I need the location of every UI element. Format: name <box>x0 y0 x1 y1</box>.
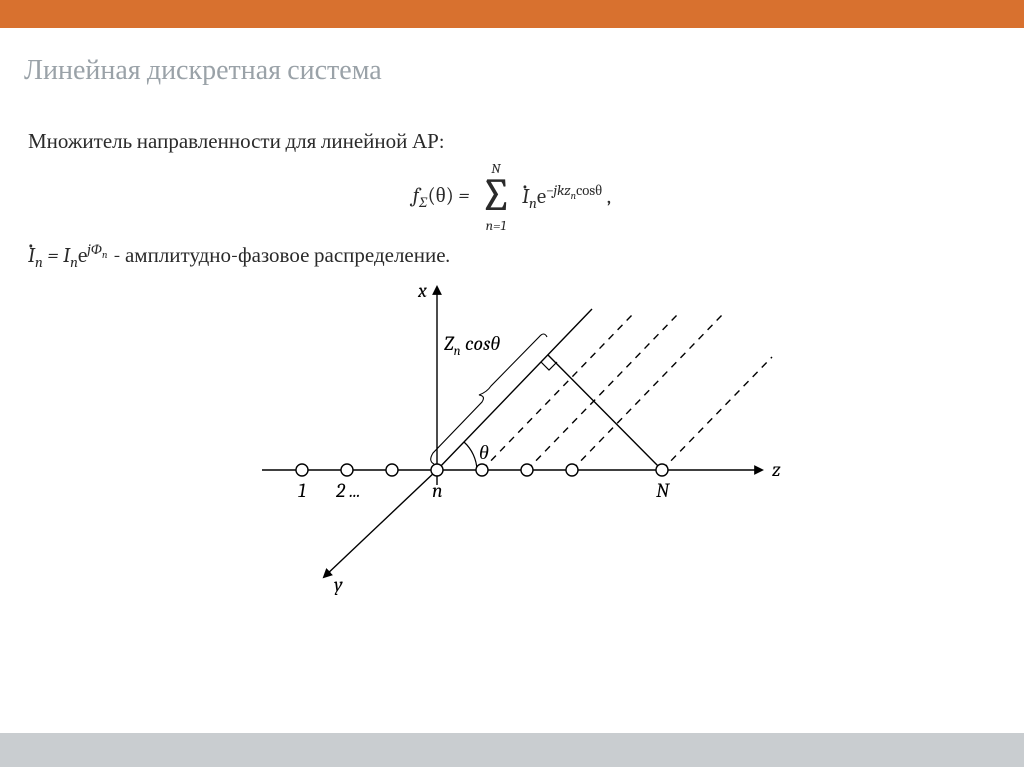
second-formula-line: In = InejΦn - амплитудно-фазовое распред… <box>28 241 996 271</box>
antenna-array-diagram: z x y Zn cosθ <box>232 275 792 595</box>
sum-lower: n=1 <box>486 219 506 233</box>
x-axis-label: x <box>417 279 427 302</box>
label-N: N <box>656 479 671 502</box>
sigma-symbol: ∑ <box>480 178 513 215</box>
header-bar <box>0 0 1024 28</box>
label-n: n <box>432 479 443 502</box>
diagram-container: z x y Zn cosθ <box>28 275 996 595</box>
dashed-rays <box>482 315 772 470</box>
summation: N ∑ n=1 <box>480 162 513 233</box>
second-formula-desc: - амплитудно-фазовое распределение. <box>113 243 449 268</box>
right-angle-marker <box>541 362 557 370</box>
footer-bar <box>0 733 1024 767</box>
label-1: 1 <box>298 479 306 502</box>
perpendicular-line <box>548 355 662 470</box>
angle-label: θ <box>479 441 489 464</box>
y-axis-label: y <box>334 573 343 595</box>
formula-lhs: fΣ(θ) = <box>413 183 470 212</box>
angle-arc <box>464 442 477 470</box>
z-axis-label: z <box>772 458 781 481</box>
content-area: Множитель направленности для линейной АР… <box>0 87 1024 595</box>
intro-text: Множитель направленности для линейной АР… <box>28 129 996 154</box>
page-title: Линейная дискретная система <box>0 28 1024 87</box>
label-2: 2 ... <box>335 479 360 502</box>
main-formula: fΣ(θ) = N ∑ n=1 Ine−jkzncosθ , <box>28 162 996 233</box>
formula-term: Ine−jkzncosθ , <box>522 182 611 212</box>
projection-label: Zn cosθ <box>444 332 500 359</box>
second-formula-lhs: In = InejΦn <box>28 241 107 271</box>
formula-tail: , <box>607 185 611 209</box>
header-orange <box>0 0 1024 28</box>
